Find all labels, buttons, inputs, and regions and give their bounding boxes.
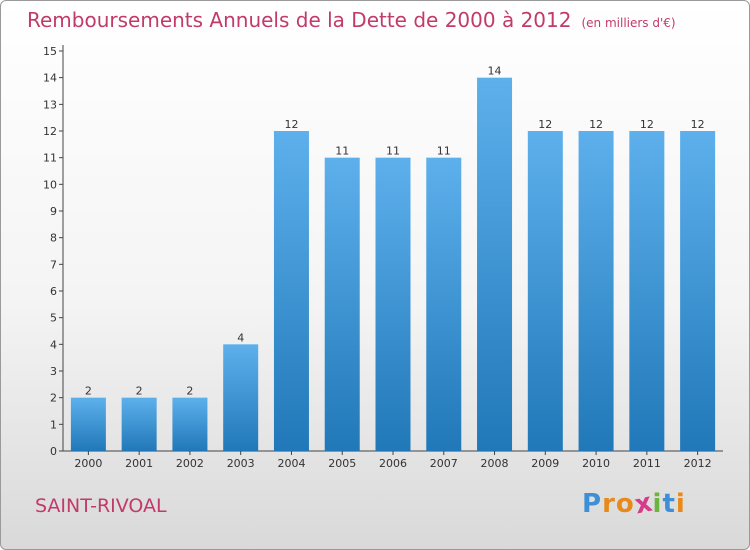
- bar: [426, 157, 462, 451]
- y-tick-label: 9: [50, 205, 57, 218]
- x-tick-label: 2002: [176, 457, 204, 470]
- y-tick-label: 4: [50, 338, 57, 351]
- bar-value-label: 4: [237, 331, 244, 344]
- x-tick-label: 2001: [125, 457, 153, 470]
- bar-value-label: 12: [640, 118, 654, 131]
- logo-letter: r: [602, 489, 616, 519]
- logo-letter: P: [582, 489, 603, 519]
- bar-value-label: 12: [538, 118, 552, 131]
- bar: [121, 397, 157, 451]
- bar-value-label: 11: [335, 145, 349, 158]
- bar-value-label: 2: [136, 385, 143, 398]
- logo-letter: t: [662, 489, 676, 519]
- logo-letter: o: [615, 489, 635, 519]
- y-tick-label: 7: [50, 258, 57, 271]
- logo-letter: i: [652, 489, 663, 519]
- bar-value-label: 12: [589, 118, 603, 131]
- y-tick-label: 8: [50, 232, 57, 245]
- y-tick-label: 14: [43, 72, 57, 85]
- x-tick-label: 2008: [481, 457, 509, 470]
- bar-value-label: 12: [691, 118, 705, 131]
- bar: [375, 157, 411, 451]
- x-tick-label: 2003: [227, 457, 255, 470]
- y-tick-label: 3: [50, 365, 57, 378]
- x-tick-label: 2005: [328, 457, 356, 470]
- bar: [223, 344, 259, 451]
- y-tick-label: 13: [43, 98, 57, 111]
- commune-name: SAINT-RIVOAL: [35, 495, 167, 517]
- x-tick-label: 2011: [633, 457, 661, 470]
- y-tick-label: 12: [43, 125, 57, 138]
- proxiti-logo: Proxiti: [582, 487, 686, 520]
- data-labels: 2 2 2 4 12 11 11 11 14 12 12 12 12: [85, 65, 705, 398]
- y-tick-label: 2: [50, 392, 57, 405]
- y-tick-label: 15: [43, 45, 57, 58]
- bar-value-label: 14: [488, 65, 502, 78]
- bar-value-label: 11: [386, 145, 400, 158]
- bar: [629, 131, 665, 451]
- chart-title-text: Remboursements Annuels de la Dette de 20…: [27, 8, 572, 32]
- x-tick-label: 2010: [582, 457, 610, 470]
- y-tick-label: 5: [50, 312, 57, 325]
- bar: [324, 157, 360, 451]
- bar-value-label: 2: [85, 385, 92, 398]
- bar: [680, 131, 716, 451]
- bar: [578, 131, 614, 451]
- x-tick-label: 2012: [684, 457, 712, 470]
- bar: [527, 131, 563, 451]
- bar: [477, 77, 513, 452]
- bar-value-label: 12: [284, 118, 298, 131]
- y-tick-label: 1: [50, 418, 57, 431]
- y-tick-label: 11: [43, 152, 57, 165]
- bar-value-label: 2: [186, 385, 193, 398]
- chart-subtitle: (en milliers d'€): [581, 16, 676, 30]
- chart-title: Remboursements Annuels de la Dette de 20…: [27, 8, 676, 32]
- x-tick-label: 2007: [430, 457, 458, 470]
- bar: [70, 397, 106, 451]
- bars: [70, 77, 716, 452]
- y-tick-label: 0: [50, 445, 57, 458]
- y-tick-label: 10: [43, 178, 57, 191]
- x-tick-label: 2006: [379, 457, 407, 470]
- logo-letter: i: [675, 489, 686, 519]
- x-tick-label: 2000: [74, 457, 102, 470]
- bar-value-label: 11: [437, 145, 451, 158]
- y-tick-label: 6: [50, 285, 57, 298]
- bar: [273, 131, 309, 451]
- x-tick-label: 2004: [277, 457, 305, 470]
- x-tick-label: 2009: [531, 457, 559, 470]
- bar: [172, 397, 208, 451]
